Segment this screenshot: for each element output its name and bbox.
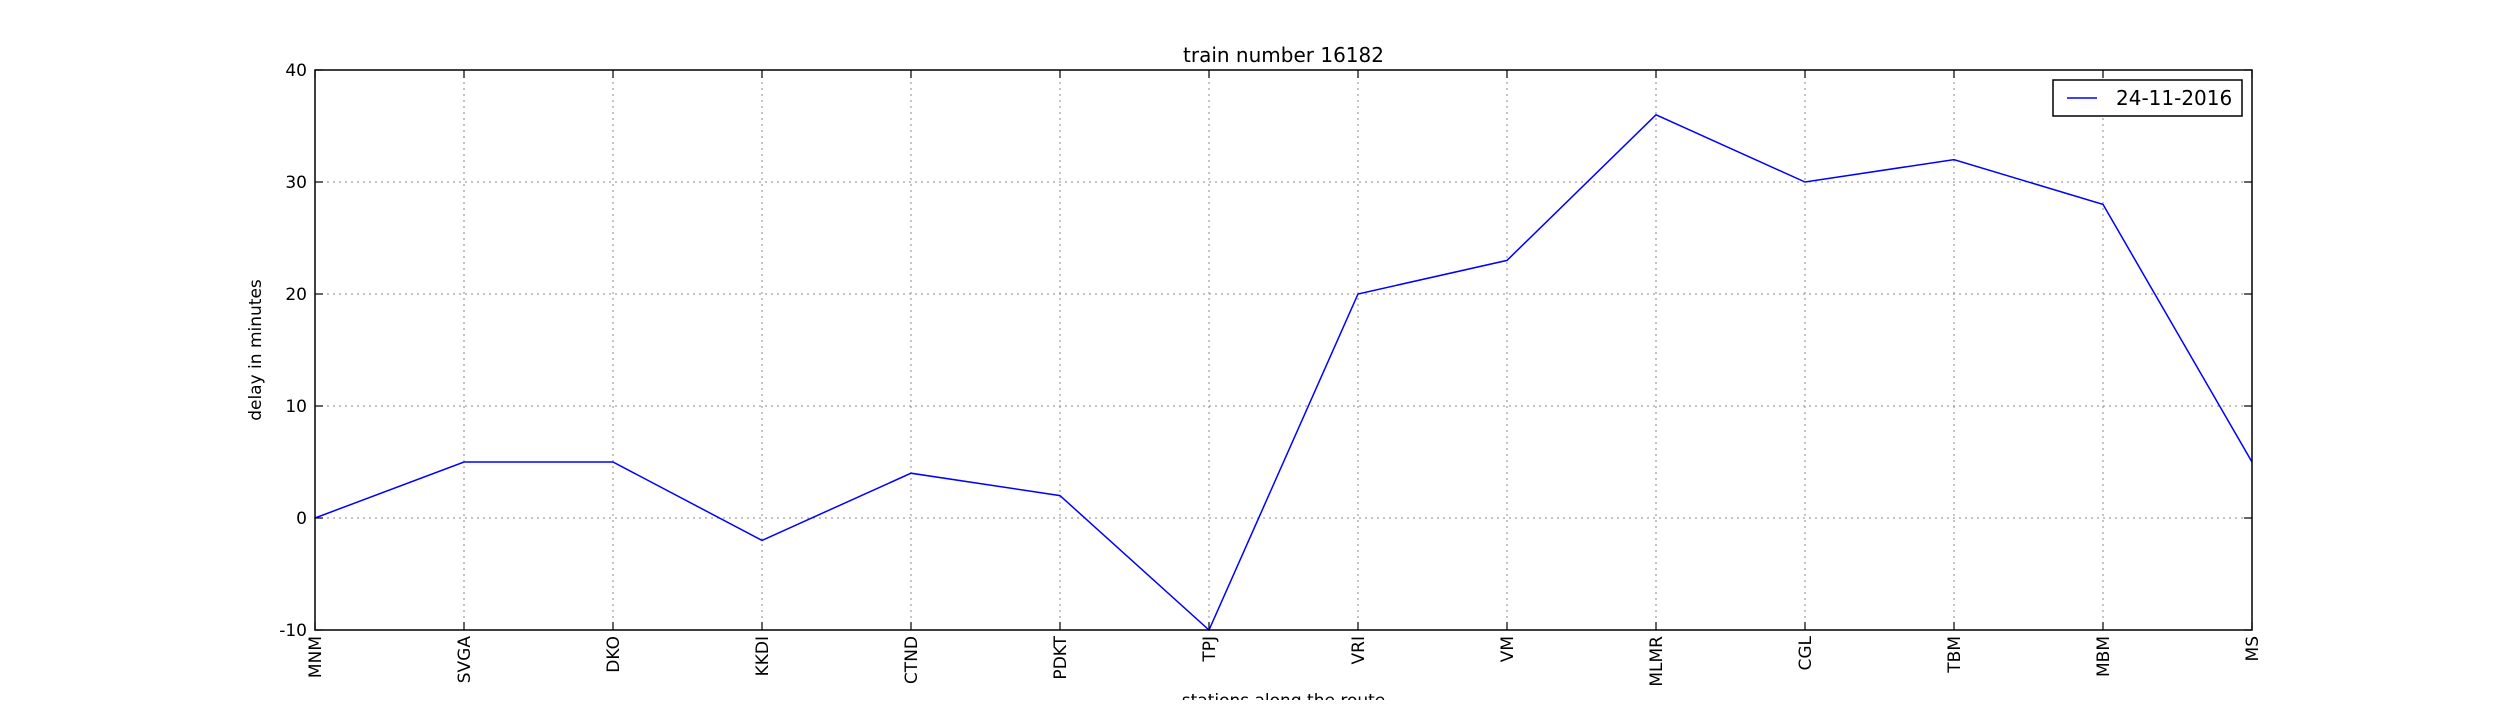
y-tick-label: 20 <box>285 285 307 305</box>
x-tick-label: MS <box>2243 636 2263 661</box>
y-tick-label: 30 <box>285 173 307 193</box>
legend-label: 24-11-2016 <box>2116 86 2232 110</box>
y-tick-label: 10 <box>285 397 307 417</box>
x-tick-label: MLMR <box>1647 636 1667 687</box>
x-tick-label: DKO <box>604 636 624 673</box>
x-tick-label: CGL <box>1796 635 1816 670</box>
y-tick-label: 40 <box>285 61 307 81</box>
x-tick-label: TBM <box>1945 636 1965 674</box>
x-tick-label: TPJ <box>1200 636 1220 663</box>
x-tick-label: MNM <box>306 636 326 678</box>
x-tick-label: CTND <box>902 636 922 684</box>
x-tick-label: VRI <box>1349 636 1369 664</box>
x-tick-label: VM <box>1498 636 1518 662</box>
y-tick-label: -10 <box>279 621 307 641</box>
x-tick-label: SVGA <box>455 636 475 684</box>
chart-title: train number 16182 <box>1183 43 1384 67</box>
x-tick-label: PDKT <box>1051 635 1071 679</box>
y-axis-label: delay in minutes <box>246 279 266 421</box>
legend: 24-11-2016 <box>2053 80 2242 116</box>
x-tick-label: KKDI <box>753 636 773 676</box>
y-tick-label: 0 <box>296 509 307 529</box>
x-axis-label: stations along the route <box>1182 691 1386 700</box>
x-tick-label: MBM <box>2094 636 2114 677</box>
